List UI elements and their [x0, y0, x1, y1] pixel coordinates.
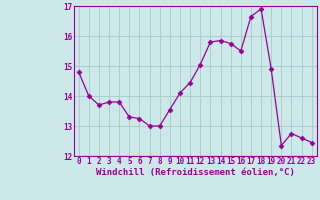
X-axis label: Windchill (Refroidissement éolien,°C): Windchill (Refroidissement éolien,°C)	[96, 168, 295, 177]
